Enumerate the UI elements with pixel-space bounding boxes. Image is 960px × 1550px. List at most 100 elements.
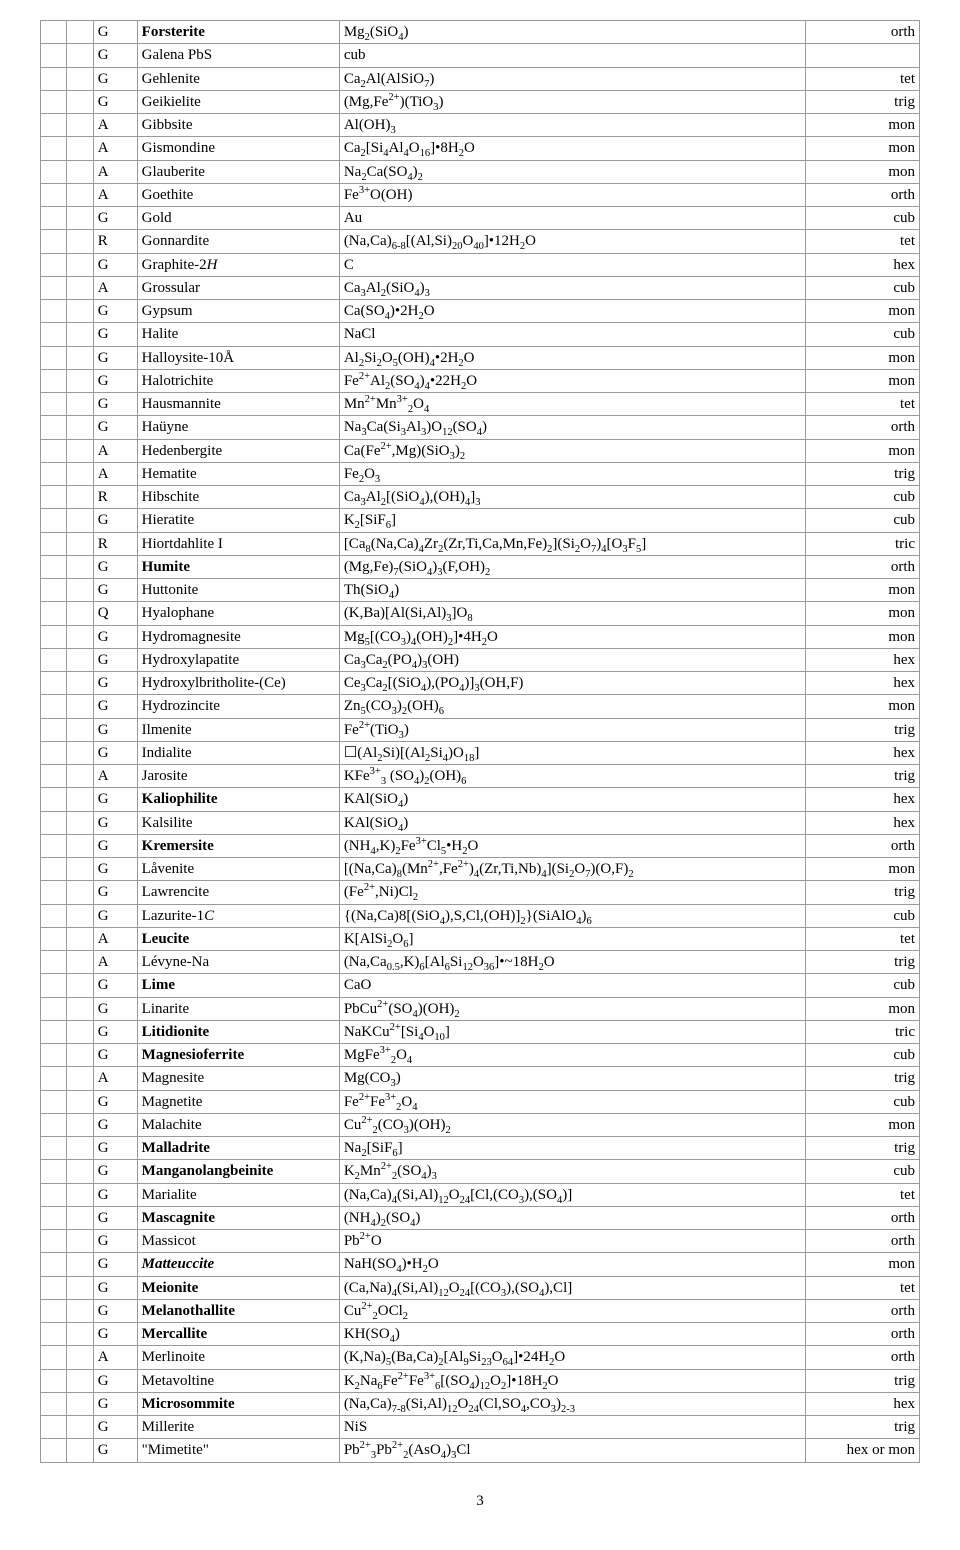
- table-row: GMatteucciteNaH(SO4)•H2Omon: [41, 1253, 920, 1276]
- table-row: GLitidioniteNaKCu2+[Si4O10]tric: [41, 1020, 920, 1043]
- table-row: GHydrozinciteZn5(CO3)2(OH)6mon: [41, 695, 920, 718]
- cell-blank-0: [41, 439, 67, 462]
- cell-code: G: [93, 1230, 137, 1253]
- cell-mineral-name: Gibbsite: [137, 114, 339, 137]
- cell-formula: Ca3Ca2(PO4)3(OH): [339, 648, 805, 671]
- cell-system: trig: [805, 1369, 919, 1392]
- cell-system: orth: [805, 1299, 919, 1322]
- cell-blank-0: [41, 90, 67, 113]
- cell-formula: Ca3Al2(SiO4)3: [339, 276, 805, 299]
- cell-blank-1: [67, 858, 93, 881]
- cell-formula: Fe3+O(OH): [339, 183, 805, 206]
- cell-system: cub: [805, 974, 919, 997]
- cell-mineral-name: Mascagnite: [137, 1206, 339, 1229]
- cell-code: G: [93, 695, 137, 718]
- cell-formula: NaKCu2+[Si4O10]: [339, 1020, 805, 1043]
- cell-system: hex or mon: [805, 1439, 919, 1462]
- cell-formula: (K,Ba)[Al(Si,Al)3]O8: [339, 602, 805, 625]
- cell-system: tric: [805, 1020, 919, 1043]
- cell-mineral-name: Leucite: [137, 927, 339, 950]
- table-row: RHiortdahlite I[Ca8(Na,Ca)4Zr2(Zr,Ti,Ca,…: [41, 532, 920, 555]
- cell-system: orth: [805, 21, 919, 44]
- cell-blank-1: [67, 369, 93, 392]
- cell-blank-1: [67, 974, 93, 997]
- cell-blank-1: [67, 67, 93, 90]
- cell-blank-0: [41, 462, 67, 485]
- cell-system: orth: [805, 834, 919, 857]
- cell-code: A: [93, 927, 137, 950]
- cell-formula: CaO: [339, 974, 805, 997]
- page-container: GForsteriteMg2(SiO4)orthGGalena PbScubGG…: [0, 0, 960, 1550]
- cell-blank-0: [41, 858, 67, 881]
- table-row: AGismondineCa2[Si4Al4O16]•8H2Omon: [41, 137, 920, 160]
- cell-formula: (Ca,Na)4(Si,Al)12O24[(CO3),(SO4),Cl]: [339, 1276, 805, 1299]
- cell-blank-0: [41, 67, 67, 90]
- cell-formula: K2Mn2+2(SO4)3: [339, 1160, 805, 1183]
- cell-mineral-name: Glauberite: [137, 160, 339, 183]
- cell-code: R: [93, 230, 137, 253]
- cell-mineral-name: Mercallite: [137, 1323, 339, 1346]
- cell-system: tet: [805, 67, 919, 90]
- table-row: AHedenbergiteCa(Fe2+,Mg)(SiO3)2mon: [41, 439, 920, 462]
- cell-formula: C: [339, 253, 805, 276]
- cell-formula: (Na,Ca0.5,K)6[Al6Si12O36]•~18H2O: [339, 951, 805, 974]
- cell-blank-0: [41, 974, 67, 997]
- cell-blank-0: [41, 253, 67, 276]
- table-row: GMassicotPb2+Oorth: [41, 1230, 920, 1253]
- cell-blank-0: [41, 765, 67, 788]
- cell-blank-1: [67, 951, 93, 974]
- table-row: GGehleniteCa2Al(AlSiO7)tet: [41, 67, 920, 90]
- cell-blank-1: [67, 137, 93, 160]
- cell-blank-0: [41, 672, 67, 695]
- cell-blank-0: [41, 1299, 67, 1322]
- cell-mineral-name: Indialite: [137, 741, 339, 764]
- cell-blank-1: [67, 997, 93, 1020]
- cell-code: A: [93, 765, 137, 788]
- table-row: GMetavoltineK2Na6Fe2+Fe3+6[(SO4)12O2]•18…: [41, 1369, 920, 1392]
- cell-blank-0: [41, 834, 67, 857]
- cell-blank-1: [67, 160, 93, 183]
- cell-mineral-name: Gypsum: [137, 300, 339, 323]
- cell-blank-0: [41, 1230, 67, 1253]
- cell-mineral-name: Magnetite: [137, 1090, 339, 1113]
- cell-formula: Mg5[(CO3)4(OH)2]•4H2O: [339, 625, 805, 648]
- cell-mineral-name: Jarosite: [137, 765, 339, 788]
- cell-mineral-name: Hydroxylapatite: [137, 648, 339, 671]
- cell-blank-1: [67, 300, 93, 323]
- cell-blank-0: [41, 300, 67, 323]
- table-row: AGlauberiteNa2Ca(SO4)2mon: [41, 160, 920, 183]
- cell-formula: Zn5(CO3)2(OH)6: [339, 695, 805, 718]
- cell-blank-1: [67, 602, 93, 625]
- table-row: GMelanothalliteCu2+2OCl2orth: [41, 1299, 920, 1322]
- cell-formula: Ca(Fe2+,Mg)(SiO3)2: [339, 439, 805, 462]
- cell-blank-0: [41, 21, 67, 44]
- cell-blank-0: [41, 532, 67, 555]
- cell-code: G: [93, 1276, 137, 1299]
- cell-blank-0: [41, 579, 67, 602]
- cell-blank-0: [41, 183, 67, 206]
- cell-mineral-name: Malachite: [137, 1113, 339, 1136]
- cell-formula: K2[SiF6]: [339, 509, 805, 532]
- cell-code: G: [93, 1137, 137, 1160]
- table-row: GKalsiliteKAl(SiO4)hex: [41, 811, 920, 834]
- cell-formula: NaH(SO4)•H2O: [339, 1253, 805, 1276]
- cell-formula: (NH4)2(SO4): [339, 1206, 805, 1229]
- cell-mineral-name: Hieratite: [137, 509, 339, 532]
- cell-formula: KH(SO4): [339, 1323, 805, 1346]
- cell-mineral-name: Malladrite: [137, 1137, 339, 1160]
- cell-blank-0: [41, 1044, 67, 1067]
- table-row: AMagnesiteMg(CO3)trig: [41, 1067, 920, 1090]
- cell-mineral-name: Halotrichite: [137, 369, 339, 392]
- cell-blank-0: [41, 741, 67, 764]
- table-row: GForsteriteMg2(SiO4)orth: [41, 21, 920, 44]
- cell-blank-1: [67, 1299, 93, 1322]
- table-row: GLawrencite(Fe2+,Ni)Cl2trig: [41, 881, 920, 904]
- cell-code: G: [93, 300, 137, 323]
- cell-blank-1: [67, 718, 93, 741]
- cell-mineral-name: Ilmenite: [137, 718, 339, 741]
- cell-formula: Ce3Ca2[(SiO4),(PO4)]3(OH,F): [339, 672, 805, 695]
- cell-blank-1: [67, 44, 93, 67]
- table-row: GMalladriteNa2[SiF6]trig: [41, 1137, 920, 1160]
- cell-blank-0: [41, 602, 67, 625]
- cell-mineral-name: Lawrencite: [137, 881, 339, 904]
